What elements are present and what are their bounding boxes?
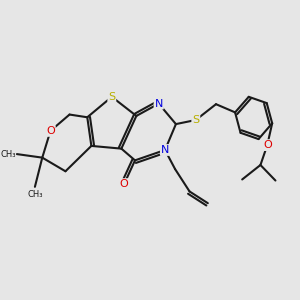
Text: O: O [263,140,272,150]
Text: CH₃: CH₃ [27,190,43,199]
Text: N: N [154,99,163,109]
Text: N: N [161,145,169,155]
Text: O: O [46,126,55,136]
Text: S: S [108,92,116,102]
Text: O: O [120,179,128,189]
Text: CH₃: CH₃ [0,150,16,159]
Text: S: S [192,115,200,125]
